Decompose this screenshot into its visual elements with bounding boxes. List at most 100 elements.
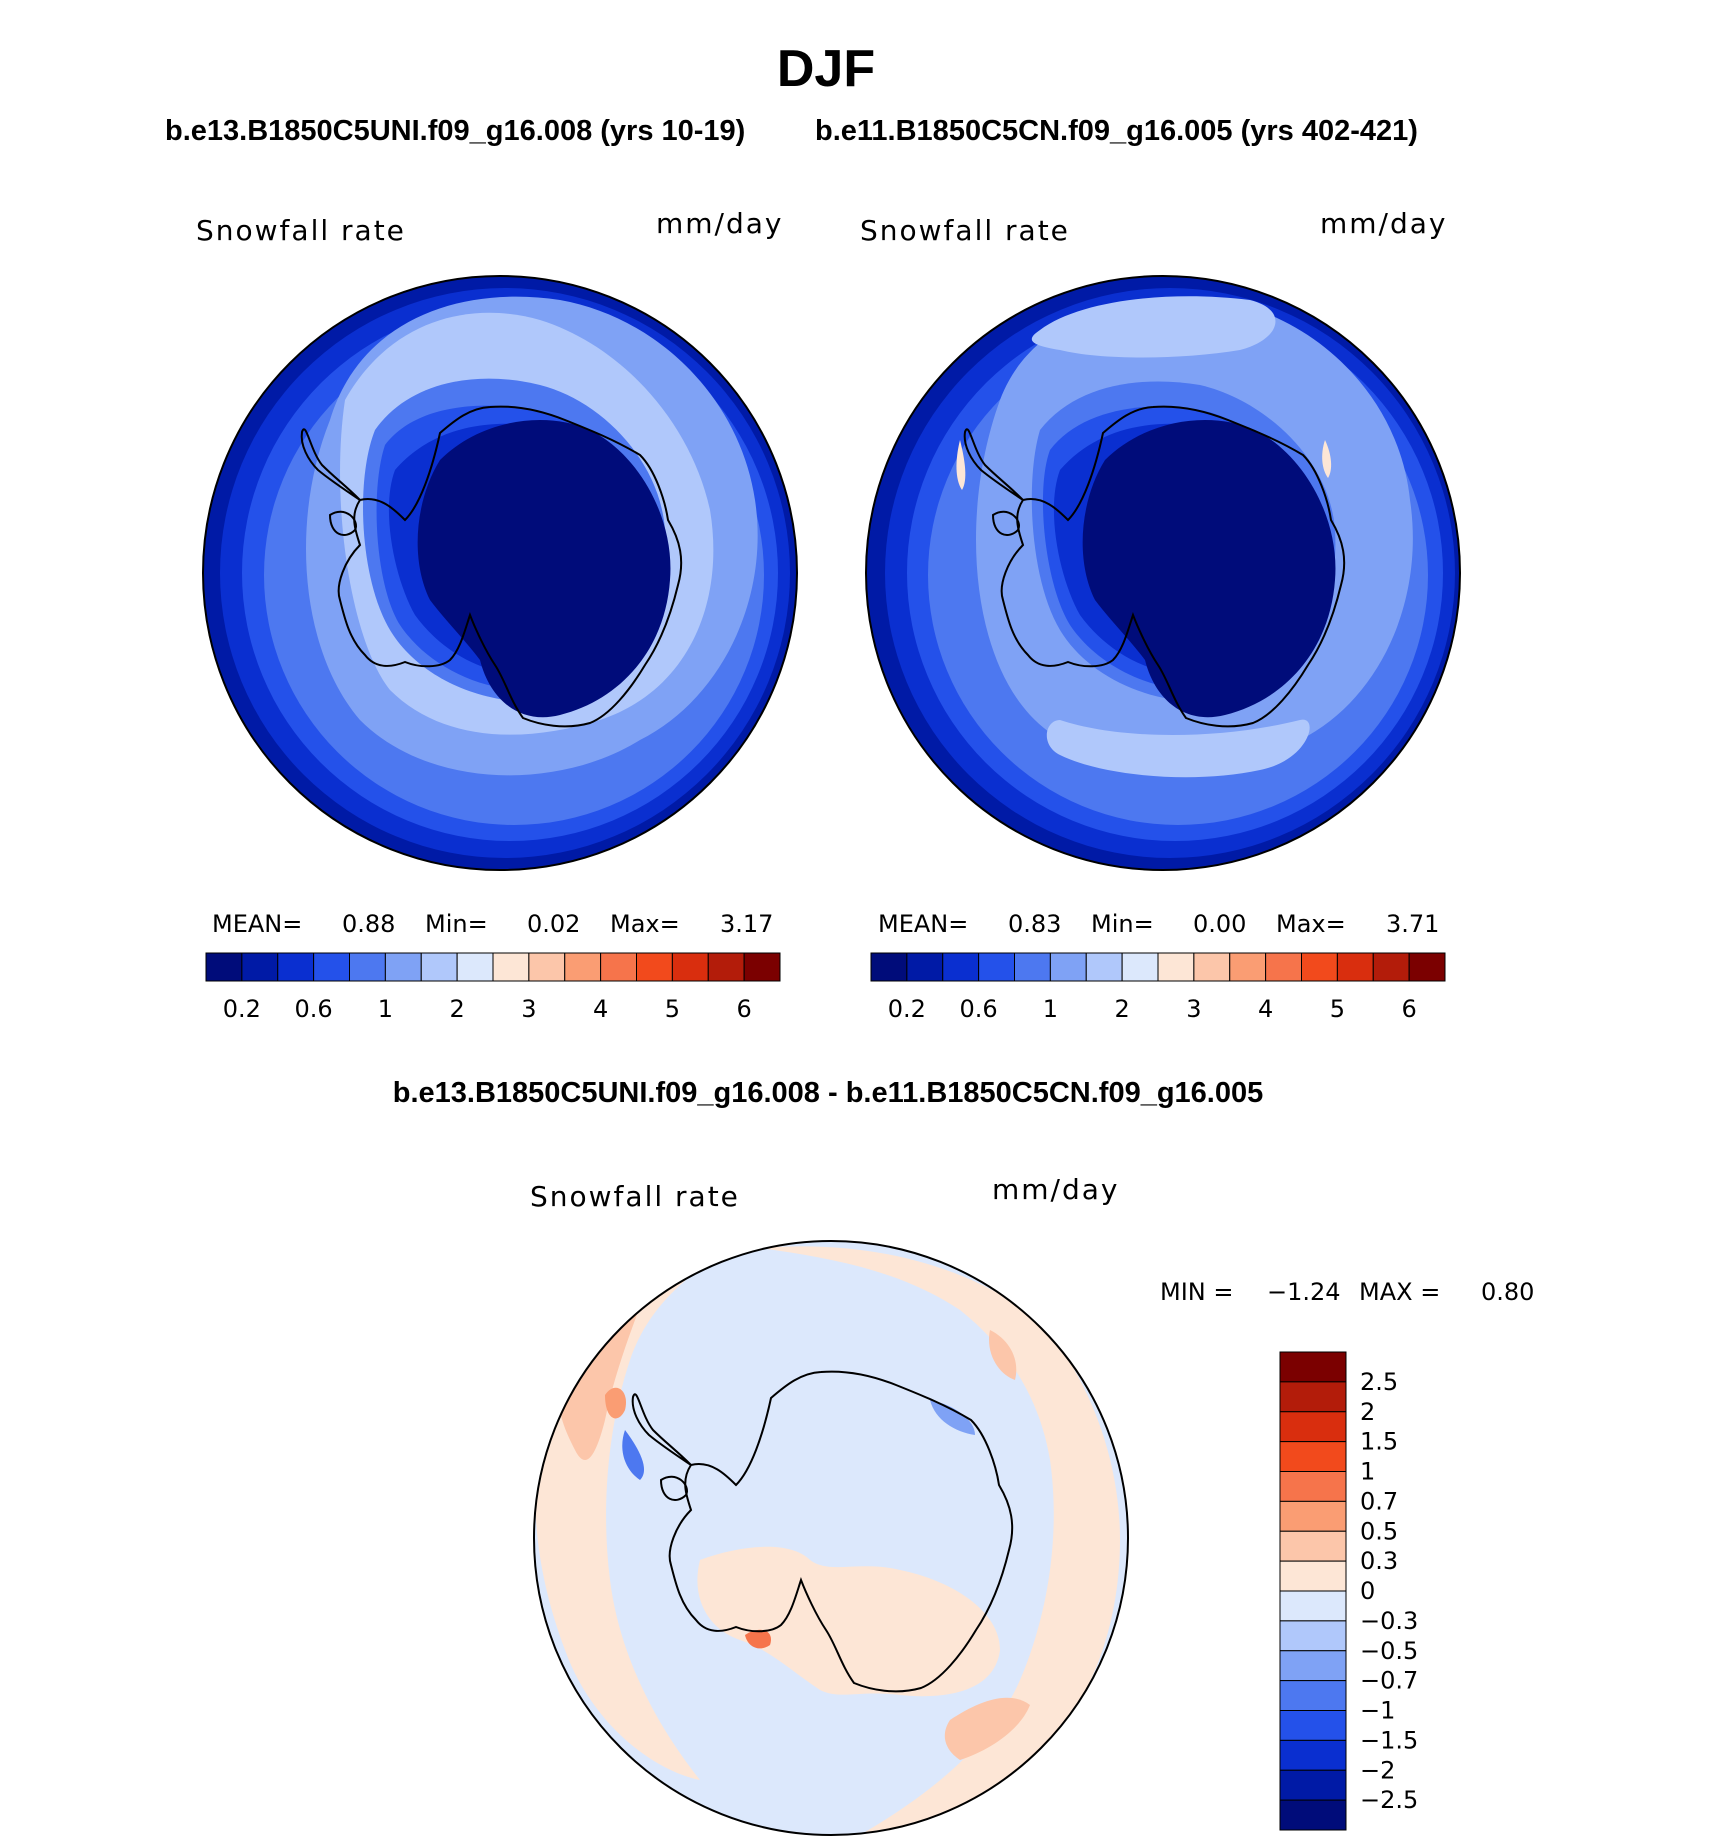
panel-1-colorbar-tick-label: 3 — [521, 995, 536, 1023]
panel-2-colorbar-swatch — [1085, 952, 1123, 982]
diff-colorbar-swatch — [1279, 1650, 1347, 1682]
antarctica-coastline-2 — [1000, 405, 1346, 728]
panel-2-colorbar-swatch — [906, 952, 944, 982]
panel-2-colorbar-swatch — [1014, 952, 1051, 982]
antarctica-coastline-diff — [668, 1370, 1014, 1693]
map-diff-ice-shelf — [659, 1475, 688, 1501]
panel-2-units: mm/day — [1320, 207, 1448, 240]
diff-colorbar-tick-label: −0.5 — [1360, 1637, 1418, 1665]
diff-min-value: −1.24 — [1267, 1278, 1341, 1306]
panel-1-colorbar-tick-label: 6 — [736, 995, 751, 1023]
panel-2-colorbar-swatch — [1193, 952, 1231, 982]
antarctic-peninsula-diff — [631, 1393, 692, 1466]
panel-2-min-label: Min= — [1091, 910, 1154, 938]
panel-1-colorbar-swatch — [564, 952, 602, 982]
panel-1-colorbar-swatch — [349, 952, 386, 982]
diff-colorbar-swatch — [1279, 1351, 1347, 1383]
panel-1-colorbar-swatch — [743, 952, 781, 982]
diff-colorbar-swatch — [1279, 1411, 1347, 1443]
diff-colorbar-tick-label: 2 — [1360, 1398, 1375, 1426]
map-2-ice-shelf — [991, 510, 1020, 536]
map-panel-2 — [865, 275, 1461, 871]
diff-colorbar-tick-label: −2.5 — [1360, 1786, 1418, 1814]
panel-2-colorbar-swatch — [978, 952, 1015, 982]
panel-1-colorbar-swatch — [456, 952, 494, 982]
diff-colorbar-swatch — [1279, 1560, 1347, 1592]
panel-2-colorbar-swatch — [942, 952, 980, 982]
panel-1-title: b.e13.B1850C5UNI.f09_g16.008 (yrs 10-19) — [165, 115, 745, 147]
panel-2-colorbar-tick-label: 0.6 — [960, 995, 998, 1023]
panel-2-colorbar-swatch — [1336, 952, 1374, 982]
panel-2-colorbar-swatch — [870, 952, 908, 982]
diff-colorbar-swatch — [1279, 1769, 1347, 1801]
diff-colorbar-tick-label: 0.5 — [1360, 1517, 1398, 1545]
diff-colorbar-tick-label: 1 — [1360, 1458, 1375, 1486]
diff-colorbar-swatch — [1279, 1590, 1347, 1622]
panel-2-colorbar-swatch — [1157, 952, 1195, 982]
panel-1-colorbar-swatch — [528, 952, 566, 982]
map-panel-1 — [202, 275, 798, 871]
panel-2-colorbar-swatch — [1265, 952, 1302, 982]
diff-title: b.e13.B1850C5UNI.f09_g16.008 - b.e11.B18… — [393, 1077, 1264, 1109]
diff-colorbar-swatch — [1279, 1441, 1347, 1472]
panel-2-title: b.e11.B1850C5CN.f09_g16.005 (yrs 402-421… — [815, 115, 1418, 147]
diff-colorbar-tick-label: 0.3 — [1360, 1547, 1398, 1575]
diff-colorbar-swatch — [1279, 1471, 1347, 1502]
panel-1-colorbar-tick-label: 0.2 — [223, 995, 261, 1023]
panel-2-max-value: 3.71 — [1386, 910, 1439, 938]
diff-colorbar-swatch — [1279, 1799, 1347, 1831]
panel-2-colorbar-tick-label: 5 — [1330, 995, 1345, 1023]
panel-1-colorbar-swatch — [707, 952, 745, 982]
diff-colorbar-tick-label: −0.3 — [1360, 1607, 1418, 1635]
panel-2-variable: Snowfall rate — [860, 214, 1070, 247]
panel-1-colorbar-tick-label: 2 — [449, 995, 464, 1023]
panel-1-units: mm/day — [656, 207, 784, 240]
panel-2-colorbar-swatch — [1229, 952, 1267, 982]
diff-colorbar-tick-label: −1.5 — [1360, 1726, 1418, 1754]
diff-colorbar-tick-label: 2.5 — [1360, 1368, 1398, 1396]
panel-1-max-value: 3.17 — [720, 910, 773, 938]
panel-2-colorbar-tick-label: 3 — [1186, 995, 1201, 1023]
panel-1-colorbar-tick-label: 5 — [665, 995, 680, 1023]
diff-units: mm/day — [992, 1173, 1120, 1206]
diff-colorbar-swatch — [1279, 1739, 1347, 1771]
panel-1-mean-value: 0.88 — [342, 910, 395, 938]
antarctica-coastline-1 — [337, 405, 683, 728]
panel-1-colorbar-swatch — [420, 952, 458, 982]
panel-1-min-value: 0.02 — [527, 910, 580, 938]
diff-colorbar-swatch — [1279, 1500, 1347, 1532]
map-panel-diff — [533, 1240, 1129, 1836]
panel-1-colorbar-tick-label: 0.6 — [295, 995, 333, 1023]
antarctic-peninsula-1 — [300, 428, 361, 501]
panel-1-colorbar: 0.2 0.6 1 2 3 4 5 6 — [205, 952, 781, 1023]
panel-2-colorbar-swatch — [1301, 952, 1338, 982]
diff-max-label: MAX = — [1359, 1278, 1440, 1306]
panel-1-colorbar-tick-label: 4 — [593, 995, 608, 1023]
panel-2-colorbar-tick-label: 2 — [1114, 995, 1129, 1023]
panel-1-colorbar-tick-label: 1 — [378, 995, 393, 1023]
diff-colorbar-tick-label: −0.7 — [1360, 1667, 1418, 1695]
diff-colorbar-swatch — [1279, 1620, 1347, 1652]
panel-1-min-label: Min= — [425, 910, 488, 938]
panel-2-min-value: 0.00 — [1193, 910, 1246, 938]
diff-colorbar-swatch — [1279, 1530, 1347, 1562]
panel-1-colorbar-swatch — [313, 952, 350, 982]
panel-2-mean-value: 0.83 — [1008, 910, 1061, 938]
panel-2-colorbar-tick-label: 1 — [1043, 995, 1058, 1023]
diff-max-value: 0.80 — [1481, 1278, 1534, 1306]
panel-2-colorbar-swatch — [1408, 952, 1446, 982]
panel-2-colorbar-swatch — [1049, 952, 1087, 982]
diff-variable: Snowfall rate — [530, 1180, 740, 1213]
diff-colorbar-tick-label: −2 — [1360, 1756, 1395, 1784]
panel-2-colorbar-tick-label: 0.2 — [888, 995, 926, 1023]
diff-stats: MIN = −1.24 MAX = 0.80 — [1160, 1278, 1534, 1306]
panel-1-colorbar-swatch — [241, 952, 279, 982]
panel-1-colorbar-swatch — [492, 952, 530, 982]
diff-colorbar-tick-label: −1 — [1360, 1697, 1395, 1725]
panel-1-mean-label: MEAN= — [212, 910, 302, 938]
diff-colorbar-tick-label: 1.5 — [1360, 1428, 1398, 1456]
diff-colorbar-swatch — [1279, 1381, 1347, 1413]
diff-colorbar-tick-label: 0 — [1360, 1577, 1375, 1605]
panel-1-colorbar-swatch — [671, 952, 709, 982]
diff-colorbar-swatch — [1279, 1710, 1347, 1741]
